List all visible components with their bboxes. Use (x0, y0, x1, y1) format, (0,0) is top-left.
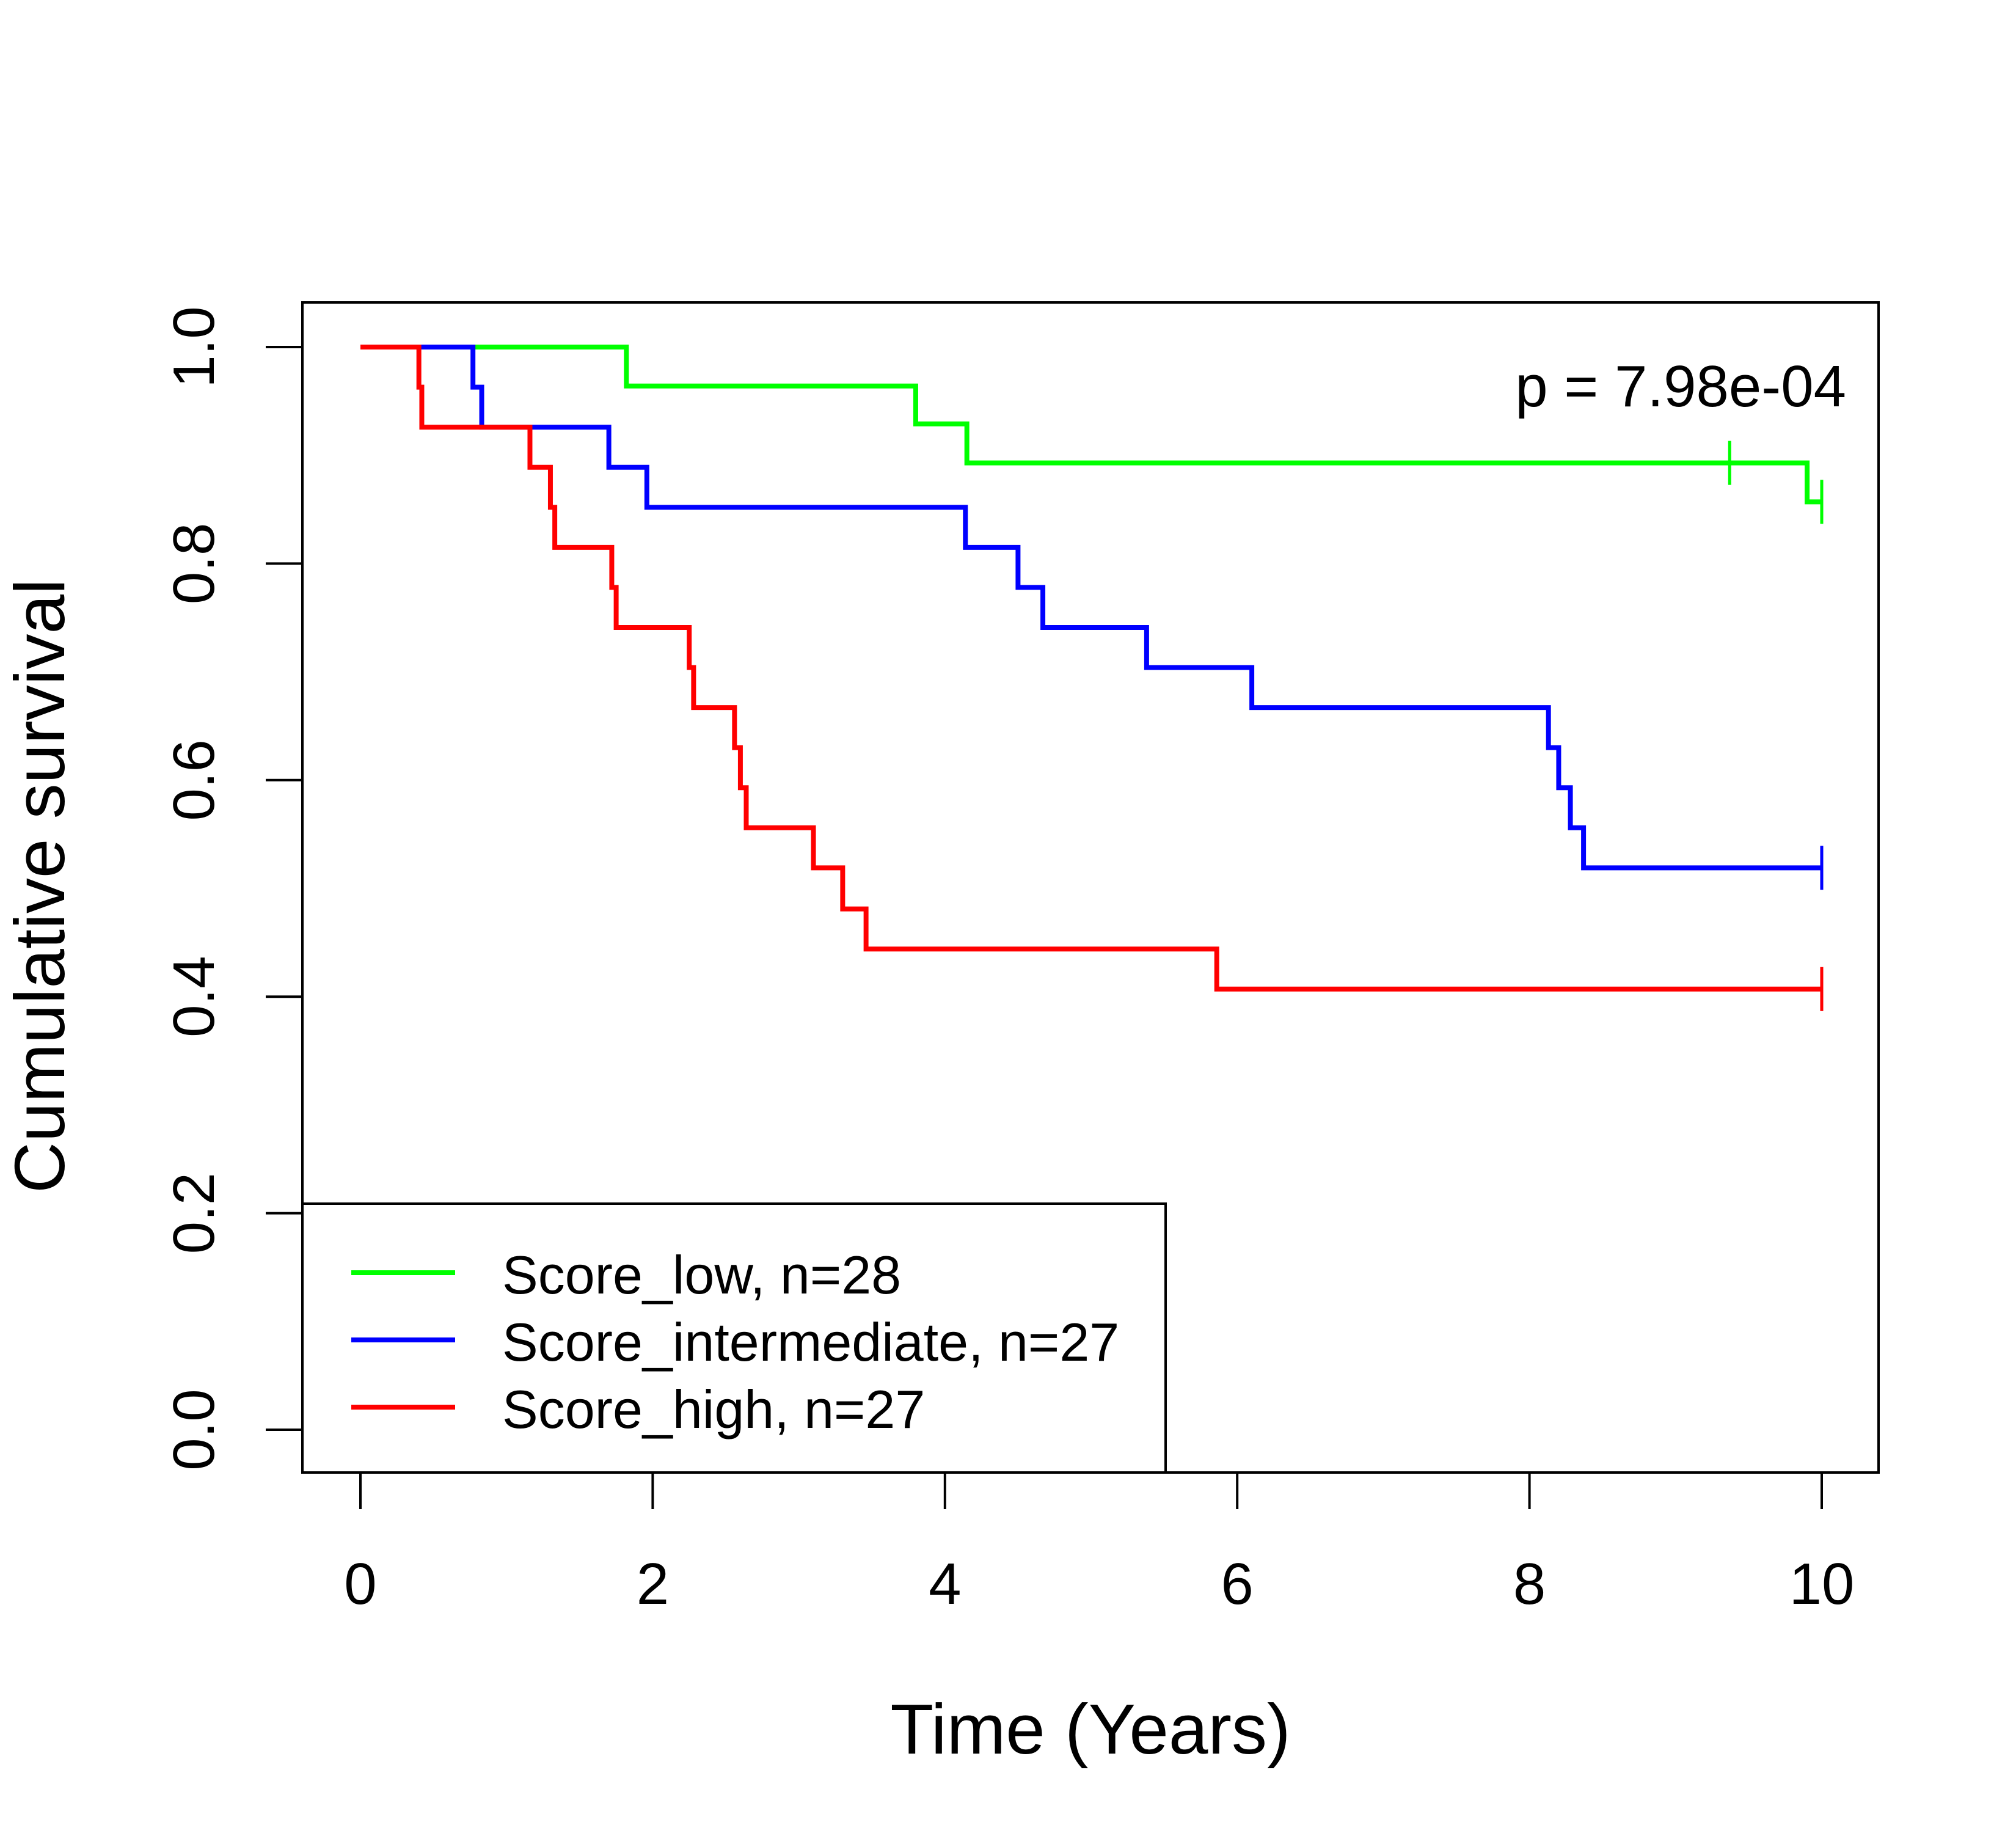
series-line-1 (360, 345, 1822, 871)
y-axis-label: Cumulative survival (0, 579, 79, 1193)
survival-curves (360, 345, 1824, 1011)
legend: Score_low, n=28 Score_intermediate, n=27 S… (301, 1202, 1167, 1474)
legend-label: Score_high, n=27 (502, 1379, 925, 1440)
y-tick-label: 0.0 (161, 1389, 227, 1470)
legend-label: Score_low, n=28 (502, 1245, 901, 1305)
series-line-0 (360, 345, 1822, 505)
y-tick-label: 1.0 (161, 306, 227, 387)
series-line-2 (360, 345, 1822, 992)
y-tick-label: 0.4 (161, 956, 227, 1037)
y-tick-label: 0.6 (161, 739, 227, 821)
p-value-annotation: p = 7.98e-04 (1515, 354, 1846, 419)
x-tick-label: 8 (1513, 1551, 1546, 1617)
x-tick-label: 0 (344, 1551, 376, 1617)
x-tick-label: 10 (1789, 1551, 1855, 1617)
x-tick-label: 6 (1221, 1551, 1254, 1617)
y-tick-label: 0.2 (161, 1173, 227, 1254)
y-axis: 0.0 0.2 0.4 0.6 0.8 1.0 (161, 306, 304, 1471)
x-tick-label: 4 (929, 1551, 961, 1617)
y-tick-label: 0.8 (161, 523, 227, 604)
legend-label: Score_intermediate, n=27 (502, 1312, 1119, 1372)
x-axis-label: Time (Years) (890, 1689, 1290, 1769)
x-tick-label: 2 (637, 1551, 669, 1617)
